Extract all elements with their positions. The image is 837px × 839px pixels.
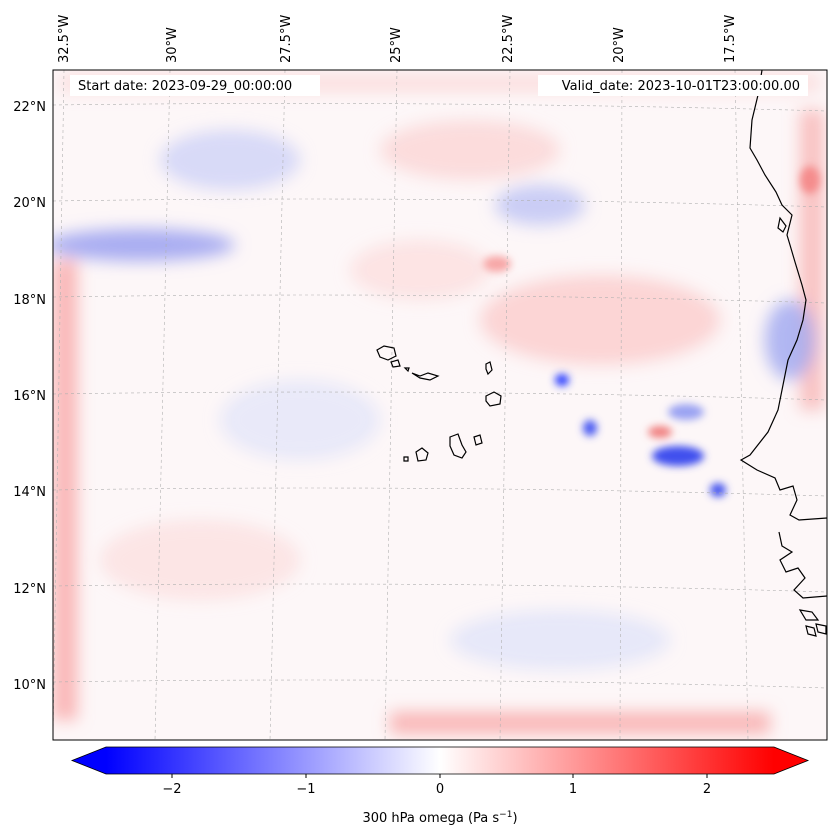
downdraft-cell-3	[800, 166, 820, 194]
meridian-17-5W	[734, 70, 749, 740]
meridian-25W	[384, 70, 398, 740]
sal-island	[485, 361, 493, 376]
updraft-cell-2	[583, 420, 597, 436]
downdraft-cell-2	[483, 256, 511, 272]
lon-label-22-5W: 22.5°W	[501, 15, 516, 63]
parallel-22N	[53, 103, 827, 112]
updraft-cell-5	[668, 404, 704, 420]
map-frame	[52, 69, 828, 741]
maio-island	[473, 434, 483, 446]
start-date-label: Start date: 2023-09-29_00:00:00	[78, 79, 292, 94]
brava-island	[403, 456, 409, 462]
blue-patch-south	[450, 610, 670, 670]
colorbar-title-sup: −1	[499, 810, 512, 820]
valid-date-label: Valid_date: 2023-10-01T23:00:00.00	[562, 79, 800, 94]
cb-label-m2: −2	[162, 782, 181, 797]
latitude-labels: 22°N 20°N 18°N 16°N 14°N 12°N 10°N	[13, 100, 46, 693]
colorbar-extend-high	[774, 747, 808, 774]
gridlines	[53, 70, 827, 740]
africa-coastline	[739, 70, 827, 599]
colorbar-extend-low	[72, 747, 106, 774]
meridian-30W	[154, 70, 171, 740]
colorbar-ticks	[171, 774, 708, 778]
cb-label-m1: −1	[296, 782, 315, 797]
lat-label-22N: 22°N	[13, 100, 46, 115]
downdraft-cell-1	[648, 426, 672, 438]
meridian-22-5W	[499, 70, 511, 740]
blue-patch-nw	[160, 130, 300, 190]
colorbar-title-main: 300 hPa omega (Pa s	[362, 811, 499, 826]
guinea-bissau-islands	[798, 609, 827, 637]
sao-vicente-island	[390, 359, 401, 368]
sao-nicolau-island	[411, 372, 440, 381]
meridian-27-5W	[269, 70, 286, 740]
map-panel: Start date: 2023-09-29_00:00:00 Valid_da…	[53, 70, 827, 740]
lon-label-25W: 25°W	[389, 27, 404, 63]
updraft-cell-4	[710, 483, 726, 497]
lat-label-16N: 16°N	[13, 389, 46, 404]
colorbar-outline	[70, 746, 810, 775]
parallel-20N	[53, 198, 827, 208]
santo-antao-island	[376, 345, 397, 361]
lon-label-20W: 20°W	[612, 27, 627, 63]
parallel-12N	[53, 583, 827, 593]
lon-label-30W: 30°W	[165, 27, 180, 63]
updraft-cell-3	[652, 446, 704, 466]
colorbar: −2 −1 0 1 2 300 hPa omega (Pa s−1)	[70, 746, 810, 826]
boundary-band-south	[390, 712, 770, 734]
colorbar-title: 300 hPa omega (Pa s−1)	[362, 810, 517, 826]
fogo-island	[415, 447, 429, 462]
lat-label-14N: 14°N	[13, 485, 46, 500]
meridian-32-5W	[53, 70, 65, 740]
lon-label-27-5W: 27.5°W	[279, 15, 294, 63]
lat-label-12N: 12°N	[13, 582, 46, 597]
parallel-14N	[53, 487, 827, 497]
red-patch-n	[380, 120, 560, 180]
blue-patch-central	[220, 380, 380, 460]
lon-label-17-5W: 17.5°W	[723, 15, 738, 63]
omega-cells	[483, 166, 820, 497]
red-patch-sw	[100, 520, 300, 600]
coastlines	[376, 70, 827, 637]
blue-patch-east	[765, 300, 815, 380]
meridian-20W	[619, 70, 623, 740]
cb-label-0: 0	[436, 782, 444, 797]
boa-vista-island	[485, 391, 502, 407]
santa-luzia-island	[403, 367, 410, 373]
parallel-18N	[53, 294, 827, 304]
longitude-labels: 32.5°W 30°W 27.5°W 25°W 22.5°W 20°W 17.5…	[57, 15, 738, 63]
blue-patch-north	[495, 185, 585, 225]
blue-band-west	[53, 229, 235, 261]
valid-date-box	[538, 75, 808, 96]
cb-label-2: 2	[703, 782, 711, 797]
colorbar-gradient	[106, 747, 774, 774]
cb-label-1: 1	[569, 782, 577, 797]
parallel-10N	[53, 679, 827, 689]
coast-inlet	[777, 216, 787, 233]
updraft-cell-1	[555, 374, 569, 386]
boundary-band-west	[53, 260, 77, 720]
santiago-island	[449, 433, 467, 459]
lon-label-32-5W: 32.5°W	[57, 15, 72, 63]
lat-label-20N: 20°N	[13, 196, 46, 211]
parallel-16N	[53, 391, 827, 401]
colorbar-title-close: )	[512, 811, 517, 826]
red-patch-ne	[480, 275, 720, 365]
lat-label-18N: 18°N	[13, 293, 46, 308]
red-patch-center	[350, 240, 490, 300]
start-date-box	[70, 75, 320, 96]
lat-label-10N: 10°N	[13, 678, 46, 693]
